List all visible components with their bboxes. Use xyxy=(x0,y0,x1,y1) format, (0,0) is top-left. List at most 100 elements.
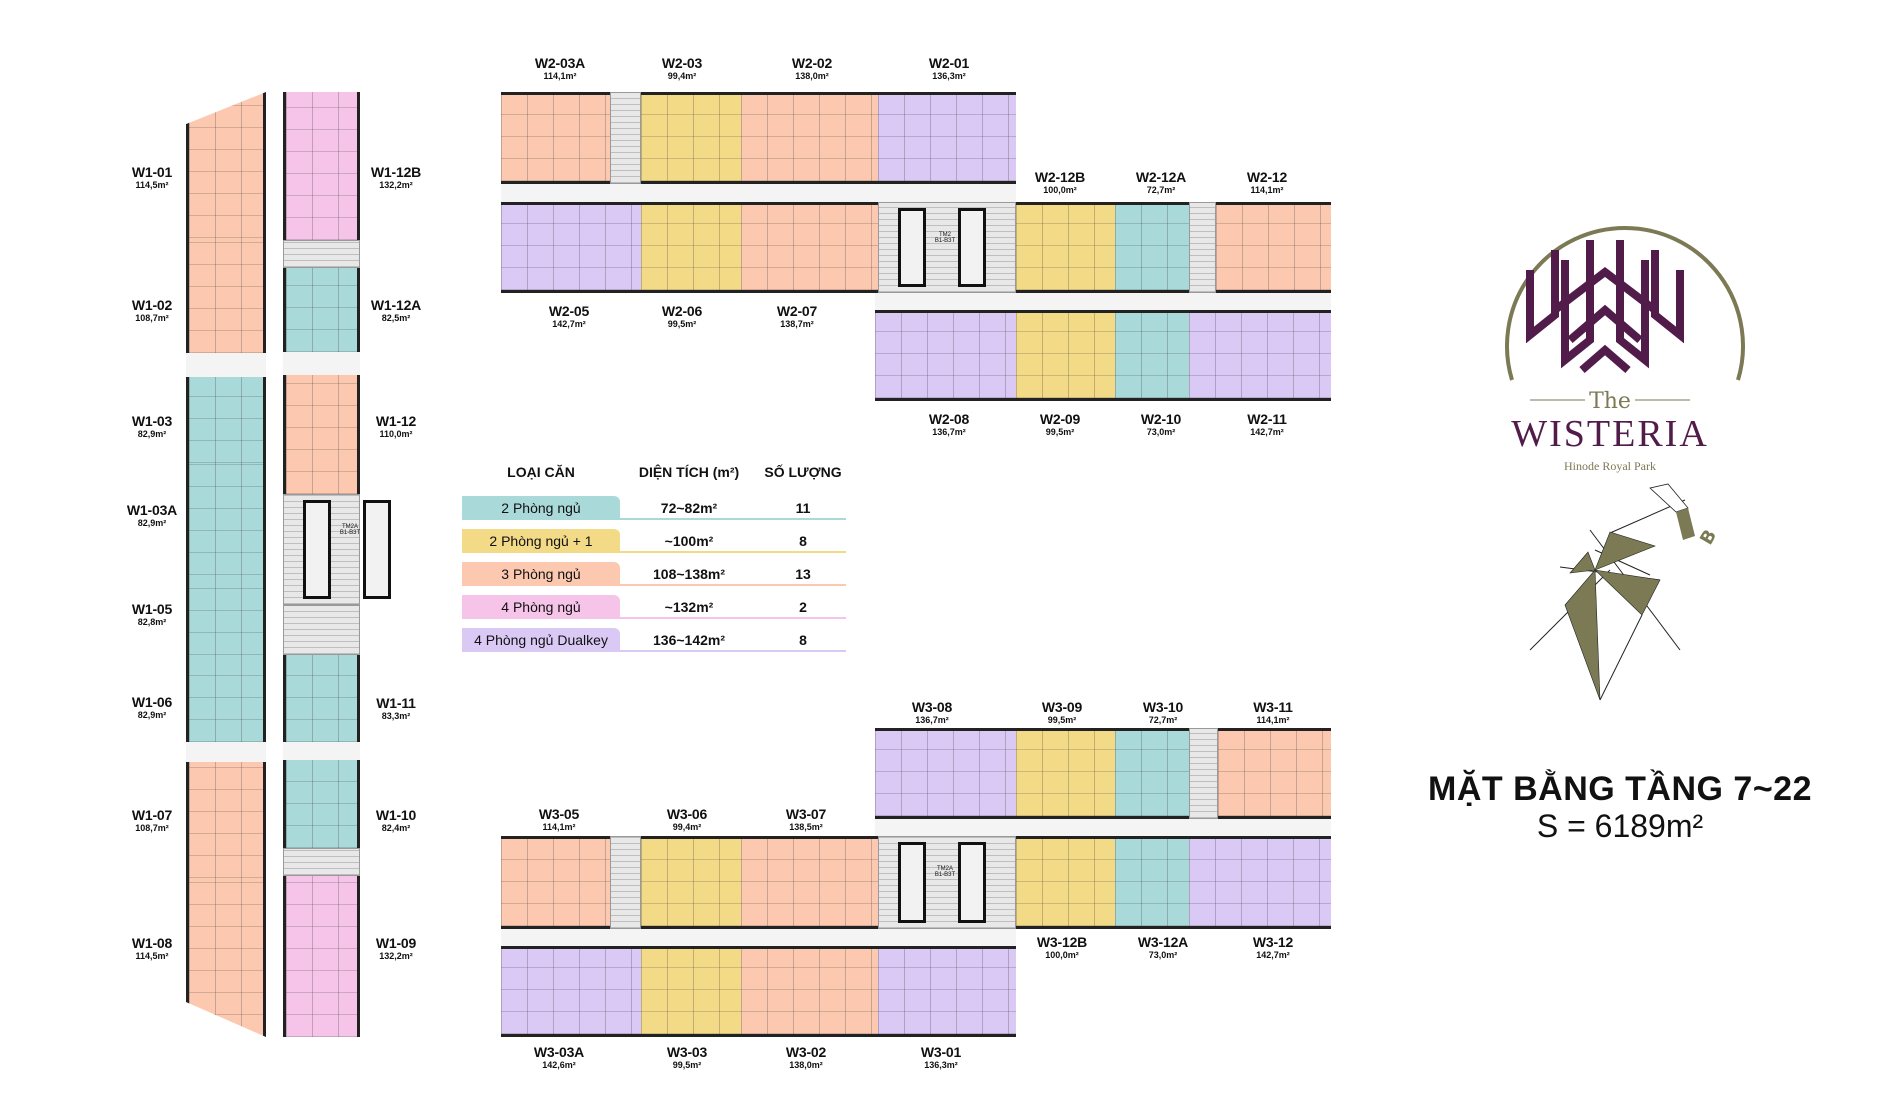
unit-w1-12b[interactable] xyxy=(283,92,360,240)
unit-w2-10[interactable] xyxy=(1115,310,1189,401)
unit-label: W1-12A 82,5m² xyxy=(371,297,421,323)
unit-w3-03a[interactable] xyxy=(501,946,641,1037)
legend-divider xyxy=(620,518,846,520)
unit-w3-02[interactable] xyxy=(741,946,878,1037)
unit-label: W3-01 136,3m² xyxy=(921,1044,961,1070)
unit-w1-03a[interactable] xyxy=(186,463,266,575)
unit-w1-05[interactable] xyxy=(186,575,266,655)
unit-code: W2-12 xyxy=(1246,169,1288,185)
unit-w1-02[interactable] xyxy=(186,238,266,353)
legend-area: ~100m² xyxy=(664,533,714,549)
legend-area: 72~82m² xyxy=(660,500,718,516)
unit-label: W2-11 142,7m² xyxy=(1247,411,1287,437)
unit-w3-08[interactable] xyxy=(875,728,1016,819)
legend-count: 8 xyxy=(799,533,807,549)
unit-code: W3-12 xyxy=(1252,934,1294,950)
unit-label: W2-09 99,5m² xyxy=(1040,411,1080,437)
unit-code: W2-11 xyxy=(1247,411,1287,427)
unit-label: W1-10 82,4m² xyxy=(376,807,416,833)
unit-label: W2-05 142,7m² xyxy=(549,303,589,329)
unit-area: 99,4m² xyxy=(667,71,697,81)
unit-area: 110,0m² xyxy=(379,429,413,439)
legend-swatch: 2 Phòng ngủ + 1 xyxy=(462,529,620,553)
unit-label: W1-12 110,0m² xyxy=(376,413,416,439)
unit-label: W2-10 73,0m² xyxy=(1141,411,1181,437)
unit-area: 108,7m² xyxy=(135,823,169,833)
unit-w2-06[interactable] xyxy=(641,202,741,293)
unit-code: W1-03 xyxy=(131,413,173,429)
unit-w2-08[interactable] xyxy=(875,310,1016,401)
unit-label: W1-12B 132,2m² xyxy=(371,164,421,190)
legend-row: 2 Phòng ngủ + 1 ~100m² 8 xyxy=(462,529,846,555)
unit-code: W1-05 xyxy=(131,601,173,617)
unit-area: 138,0m² xyxy=(789,1060,823,1070)
unit-w2-01[interactable] xyxy=(878,92,1016,184)
corridor xyxy=(283,352,360,375)
unit-code: W3-09 xyxy=(1041,699,1083,715)
unit-w2-05[interactable] xyxy=(501,202,641,293)
unit-w1-10[interactable] xyxy=(283,760,360,848)
elevator-shaft xyxy=(363,500,391,599)
unit-code: W3-02 xyxy=(785,1044,827,1060)
legend-divider xyxy=(620,551,846,553)
unit-code: W2-02 xyxy=(791,55,833,71)
unit-code: W1-02 xyxy=(131,297,173,313)
unit-label: W3-12B 100,0m² xyxy=(1037,934,1087,960)
stairwell xyxy=(610,836,641,929)
unit-w2-02[interactable] xyxy=(741,92,878,184)
unit-w1-12[interactable] xyxy=(283,375,360,494)
legend-row: 3 Phòng ngủ 108~138m² 13 xyxy=(462,562,846,588)
unit-w2-12[interactable] xyxy=(1216,202,1331,293)
unit-w1-09[interactable] xyxy=(283,876,360,1037)
legend-swatch: 4 Phòng ngủ xyxy=(462,595,620,619)
unit-w3-05[interactable] xyxy=(501,836,610,929)
unit-area: 136,7m² xyxy=(915,715,949,725)
unit-w2-12a[interactable] xyxy=(1115,202,1189,293)
compass-label: B xyxy=(1696,526,1721,548)
unit-code: W2-03A xyxy=(534,55,586,71)
unit-w2-03a[interactable] xyxy=(501,92,610,184)
legend-count: 11 xyxy=(795,500,811,516)
unit-w2-07[interactable] xyxy=(741,202,878,293)
unit-w1-12a[interactable] xyxy=(283,268,360,352)
unit-w3-09[interactable] xyxy=(1016,728,1115,819)
elevator-shaft xyxy=(958,208,986,287)
legend-area: 108~138m² xyxy=(652,566,726,582)
unit-w3-10[interactable] xyxy=(1115,728,1189,819)
unit-label: W3-03 99,5m² xyxy=(667,1044,707,1070)
unit-area: 72,7m² xyxy=(1148,715,1178,725)
unit-w3-06[interactable] xyxy=(641,836,741,929)
unit-w3-11[interactable] xyxy=(1218,728,1331,819)
unit-area: 108,7m² xyxy=(135,313,169,323)
unit-w1-07[interactable] xyxy=(186,762,266,878)
unit-code: W2-12A xyxy=(1135,169,1187,185)
unit-code: W1-12 xyxy=(375,413,417,429)
unit-area: 82,4m² xyxy=(381,823,411,833)
unit-w1-03[interactable] xyxy=(186,377,266,463)
unit-code: W1-03A xyxy=(126,502,178,518)
unit-w1-08[interactable] xyxy=(186,878,266,1037)
unit-w2-12b[interactable] xyxy=(1016,202,1115,293)
unit-w2-09[interactable] xyxy=(1016,310,1115,401)
unit-label: W1-01 114,5m² xyxy=(132,164,172,190)
unit-w1-11[interactable] xyxy=(283,655,360,742)
stairwell xyxy=(610,92,641,184)
unit-label: W3-03A 142,6m² xyxy=(534,1044,584,1070)
core-label: TM2 B1-B3T xyxy=(934,232,956,244)
unit-w2-03[interactable] xyxy=(641,92,741,184)
unit-w1-06[interactable] xyxy=(186,655,266,742)
unit-w1-01[interactable] xyxy=(186,92,266,238)
unit-area: 136,7m² xyxy=(932,427,966,437)
unit-code: W1-11 xyxy=(376,695,416,711)
unit-w3-01[interactable] xyxy=(878,946,1016,1037)
corridor xyxy=(186,742,266,762)
unit-w3-12a[interactable] xyxy=(1115,836,1189,929)
unit-w3-12[interactable] xyxy=(1189,836,1331,929)
unit-area: 142,7m² xyxy=(552,319,586,329)
unit-area: 99,5m² xyxy=(1045,427,1075,437)
unit-w2-11[interactable] xyxy=(1189,310,1331,401)
unit-label: W1-06 82,9m² xyxy=(132,694,172,720)
unit-w3-03[interactable] xyxy=(641,946,741,1037)
unit-w3-07[interactable] xyxy=(741,836,878,929)
unit-w3-12b[interactable] xyxy=(1016,836,1115,929)
